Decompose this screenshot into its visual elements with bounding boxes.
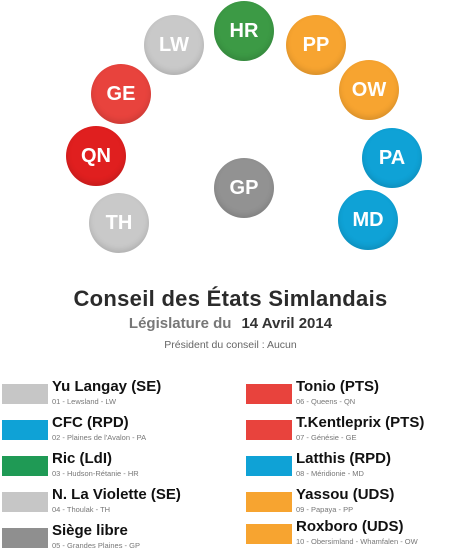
president-line: Président du conseil : Aucun [164, 339, 297, 351]
member-name: Roxboro (UDS) [296, 518, 404, 535]
seat-hr: HR [214, 1, 274, 61]
party-swatch [2, 384, 48, 404]
party-swatch [246, 524, 292, 544]
seat-qn: QN [66, 126, 126, 186]
party-swatch [246, 456, 292, 476]
member-name: CFC (RPD) [52, 414, 129, 431]
seat-lw: LW [144, 15, 204, 75]
member-district: 01 - Lewsland - LW [52, 397, 117, 406]
seat-pp: PP [286, 15, 346, 75]
seat-ow: OW [339, 60, 399, 120]
seat-label: LW [159, 33, 189, 56]
seat-md: MD [338, 190, 398, 250]
member-name: T.Kentleprix (PTS) [296, 414, 425, 431]
party-swatch [246, 492, 292, 512]
seat-label: QN [81, 144, 111, 167]
seat-ge: GE [91, 64, 151, 124]
member-name: Yu Langay (SE) [52, 378, 162, 395]
seat-label: TH [105, 211, 133, 234]
seat-label: HR [229, 19, 259, 42]
member-district: 03 - Hudson-Rétanie - HR [52, 469, 139, 478]
party-swatch [2, 420, 48, 440]
legislature-subtitle: Législature du 14 Avril 2014 [0, 315, 461, 332]
seat-th: TH [89, 193, 149, 253]
member-name: Tonio (PTS) [296, 378, 380, 395]
party-swatch [246, 384, 292, 404]
member-district: 08 - Méridionie - MD [296, 469, 364, 478]
council-title: Conseil des États Simlandais [73, 286, 388, 311]
member-district: 05 - Grandes Plaines - GP [52, 541, 140, 550]
party-swatch [2, 528, 48, 548]
member-name: Yassou (UDS) [296, 486, 395, 503]
party-swatch [2, 456, 48, 476]
member-name: Ric (LdI) [52, 450, 112, 467]
seat-label: MD [352, 208, 384, 231]
member-district: 02 - Plaines de l'Avalon - PA [52, 433, 147, 442]
legislature-label: Législature du [128, 315, 232, 332]
member-district: 06 - Queens - QN [296, 397, 356, 406]
legislature-date: 14 Avril 2014 [241, 315, 333, 332]
seat-label: GE [106, 82, 136, 105]
seat-label: PA [378, 146, 406, 169]
member-district: 09 - Papaya - PP [296, 505, 354, 514]
member-name: Latthis (RPD) [296, 450, 391, 467]
seat-label: OW [351, 78, 387, 101]
seat-pa: PA [362, 128, 422, 188]
member-name: Siège libre [52, 522, 128, 539]
seat-label: PP [302, 33, 330, 56]
member-district: 07 - Génésie - GE [296, 433, 357, 442]
seat-label: GP [229, 176, 259, 199]
party-swatch [246, 420, 292, 440]
member-district: 10 - Obersimland - Whamfalen - OW [296, 537, 418, 546]
party-swatch [2, 492, 48, 512]
seat-gp: GP [214, 158, 274, 218]
member-district: 04 - Thoulak - TH [52, 505, 111, 514]
member-name: N. La Violette (SE) [52, 486, 181, 503]
